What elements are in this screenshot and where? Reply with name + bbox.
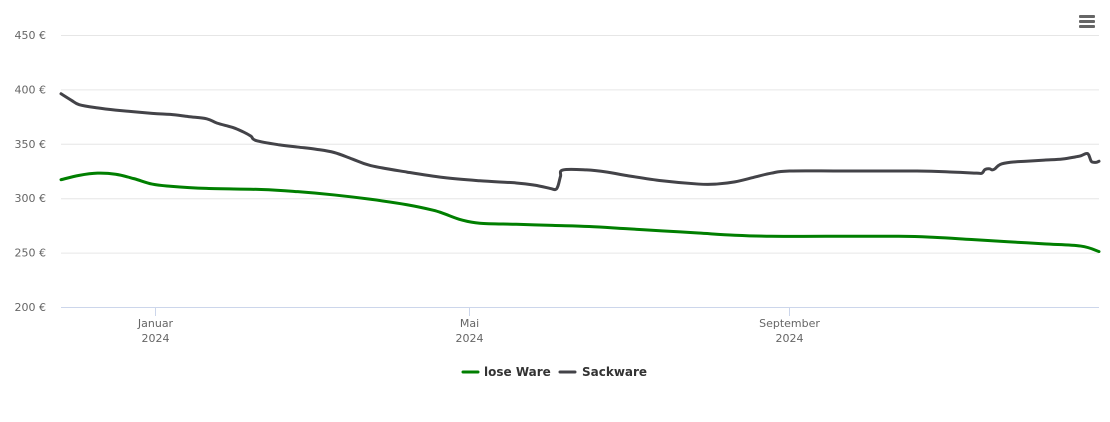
grid-lines [61, 35, 1099, 254]
series-line-sackware[interactable] [59, 92, 1101, 192]
legend-item-sackware[interactable]: Sackware [558, 365, 647, 379]
legend[interactable]: lose Ware Sackware [461, 365, 647, 379]
y-tick-label: 400 € [15, 83, 47, 96]
menu-bar [1079, 20, 1095, 23]
x-tick-label-month: September [759, 317, 820, 330]
series-lines [59, 92, 1101, 254]
series-line-lose-ware[interactable] [59, 171, 1101, 254]
menu-bar [1079, 25, 1095, 28]
x-tick-label-month: Mai [460, 317, 479, 330]
y-tick-label: 300 € [15, 192, 47, 205]
x-tick-label-year: 2024 [456, 332, 484, 345]
axes: 200 € 250 € 300 € 350 € 400 € 450 € Januar 2024… [15, 29, 1099, 345]
y-tick-label: 350 € [15, 138, 47, 151]
y-tick-label: 250 € [15, 247, 47, 260]
y-tick-label: 200 € [15, 301, 47, 314]
x-tick-label-month: Januar [137, 317, 174, 330]
y-tick-label: 450 € [15, 29, 47, 42]
legend-label: Sackware [582, 365, 647, 379]
menu-bar [1079, 15, 1095, 18]
legend-item-lose-ware[interactable]: lose Ware [461, 365, 551, 379]
legend-label: lose Ware [484, 365, 551, 379]
hamburger-menu-icon[interactable] [1076, 12, 1098, 32]
x-tick-label-year: 2024 [776, 332, 804, 345]
x-tick-label-year: 2024 [142, 332, 170, 345]
